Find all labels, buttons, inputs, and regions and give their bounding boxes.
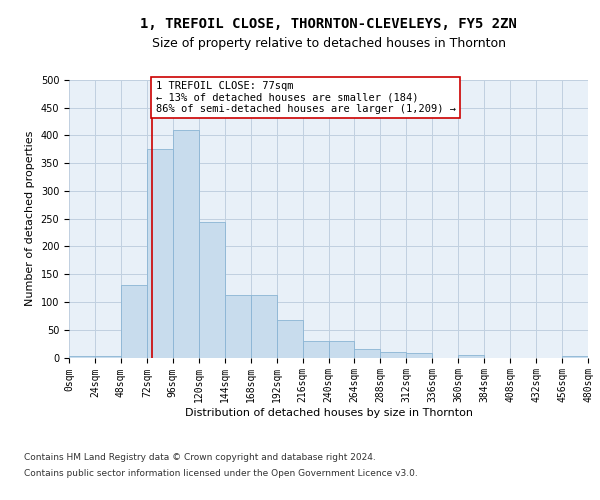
Bar	[406, 353, 432, 358]
Text: Contains HM Land Registry data © Crown copyright and database right 2024.: Contains HM Land Registry data © Crown c…	[24, 454, 376, 462]
Bar	[121, 286, 147, 358]
Bar	[355, 349, 380, 358]
Bar	[147, 150, 173, 358]
Bar	[380, 352, 406, 358]
Bar	[251, 295, 277, 358]
Bar	[458, 354, 484, 358]
Bar	[302, 341, 329, 357]
Bar	[95, 356, 121, 358]
Bar	[173, 130, 199, 358]
Bar	[199, 222, 224, 358]
Bar	[329, 341, 355, 357]
Bar	[225, 295, 251, 358]
Text: Size of property relative to detached houses in Thornton: Size of property relative to detached ho…	[152, 38, 506, 51]
Text: Distribution of detached houses by size in Thornton: Distribution of detached houses by size …	[185, 408, 473, 418]
Y-axis label: Number of detached properties: Number of detached properties	[25, 131, 35, 306]
Bar	[69, 356, 95, 358]
Bar	[277, 320, 302, 358]
Text: 1 TREFOIL CLOSE: 77sqm
← 13% of detached houses are smaller (184)
86% of semi-de: 1 TREFOIL CLOSE: 77sqm ← 13% of detached…	[155, 81, 455, 114]
Text: Contains public sector information licensed under the Open Government Licence v3: Contains public sector information licen…	[24, 468, 418, 477]
Text: 1, TREFOIL CLOSE, THORNTON-CLEVELEYS, FY5 2ZN: 1, TREFOIL CLOSE, THORNTON-CLEVELEYS, FY…	[140, 18, 517, 32]
Bar	[562, 356, 588, 358]
